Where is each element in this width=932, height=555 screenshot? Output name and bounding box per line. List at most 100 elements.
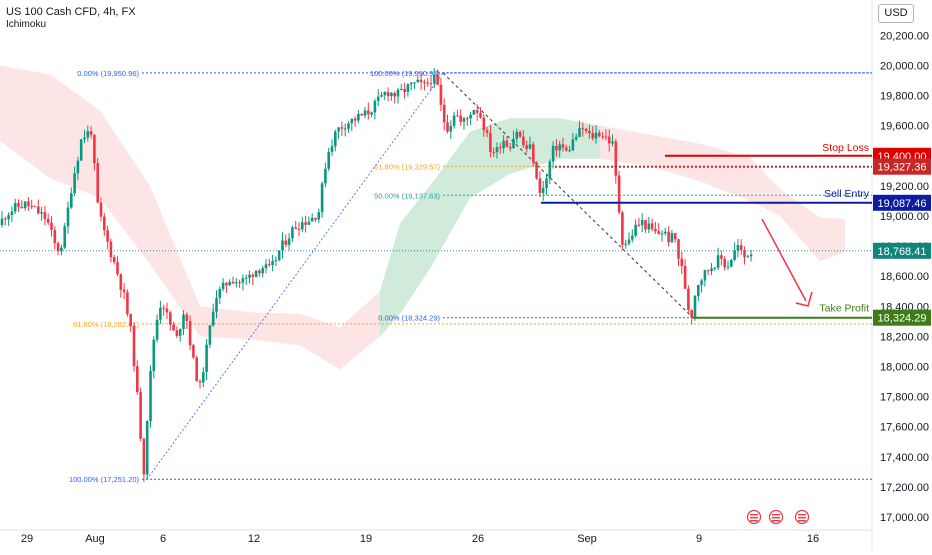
take-profit-price-tag [873,309,931,326]
candle-body [436,74,439,85]
candle-body [650,223,654,229]
take-profit-price-text: 18,324.29 [878,313,927,325]
candle-body [281,240,284,251]
candle-body [30,205,33,207]
candle-body [466,118,469,120]
candle-body [254,270,258,277]
candle-body [330,146,334,152]
currency-selector[interactable]: USD [878,4,914,23]
candle-body [363,110,367,116]
candle-body [551,146,555,162]
candle-body [565,147,568,151]
price-tick: 18,000.00 [880,362,929,374]
candle-body [258,270,261,274]
candle-body [347,123,350,129]
time-tick: 16 [807,533,819,545]
candle-body [244,277,248,279]
candle-body [499,147,502,149]
flag-stripe [750,514,758,516]
candle-body [66,207,70,227]
time-tick: 12 [248,533,260,545]
candle-body [406,84,410,92]
candle-body [109,241,113,258]
candle-body [99,202,103,217]
candle-body [380,95,383,97]
candle-body [439,84,443,105]
candle-body [670,233,674,243]
time-tick: 26 [472,533,484,545]
candle-body [142,438,146,475]
candle-body [89,131,93,135]
candle-body [192,345,195,358]
candle-body [716,255,720,268]
candle-body [433,74,436,84]
candle-body [162,307,165,309]
candle-body [208,325,212,345]
candle-body [469,114,472,119]
candle-body [165,308,169,313]
candle-body [172,324,175,331]
candle-body [307,221,311,225]
candle-body [357,113,360,121]
candle-body [634,224,637,236]
candle-body [538,178,542,193]
candle-body [746,256,750,258]
candle-body [598,132,601,136]
fib1-level-0-label: 0.00% (19,950.96) [77,69,139,78]
candle-body [185,314,189,322]
candle-body [677,239,680,259]
candle-body [324,168,327,184]
candle-body [155,319,159,340]
candle-body [63,226,66,248]
price-tick: 17,400.00 [880,452,929,464]
fib2-level-618-label: 61.80% (19,329.57) [374,162,440,171]
candle-body [106,230,109,242]
candle-body [644,220,647,230]
candle-body [654,228,657,232]
candle-body [93,134,96,164]
candle-body [505,140,509,147]
candle-body [350,118,354,124]
candle-body [116,262,119,275]
projection-arrow-line [761,218,807,302]
candle-body [23,201,27,208]
price-tick: 20,000.00 [880,61,929,73]
candle-body [340,127,344,129]
candle-body [46,219,50,223]
candle-body [218,288,222,298]
flag-stripe [750,520,758,522]
candle-body [522,136,525,146]
candle-body [76,160,80,174]
candle-body [739,245,743,250]
candle-body [730,260,733,267]
candle-body [310,217,314,222]
candle-body [703,270,707,281]
candle-body [548,161,552,179]
candle-body [261,268,264,274]
candle-body [20,206,24,208]
candle-body [667,231,670,243]
candle-body [581,128,585,130]
price-tick: 19,600.00 [880,121,929,133]
sell-entry-label: Sell Entry [824,188,870,200]
flag-stripe [798,514,806,516]
candle-body [4,218,7,220]
candle-body [86,131,90,138]
candle-body [103,216,106,231]
candle-body [733,250,736,260]
candle-body [568,150,571,152]
symbol-title: US 100 Cash CFD, 4h, FX [6,6,136,18]
candle-body [518,132,522,137]
candle-body [139,392,142,439]
candle-body [334,131,337,147]
indicator-label[interactable]: Ichimoku [6,19,47,30]
candle-body [284,240,288,245]
candle-body [607,136,611,144]
candle-body [17,203,20,207]
candle-body [687,288,690,310]
candle-body [515,132,519,139]
candle-body [624,243,627,245]
candle-body [726,266,730,268]
